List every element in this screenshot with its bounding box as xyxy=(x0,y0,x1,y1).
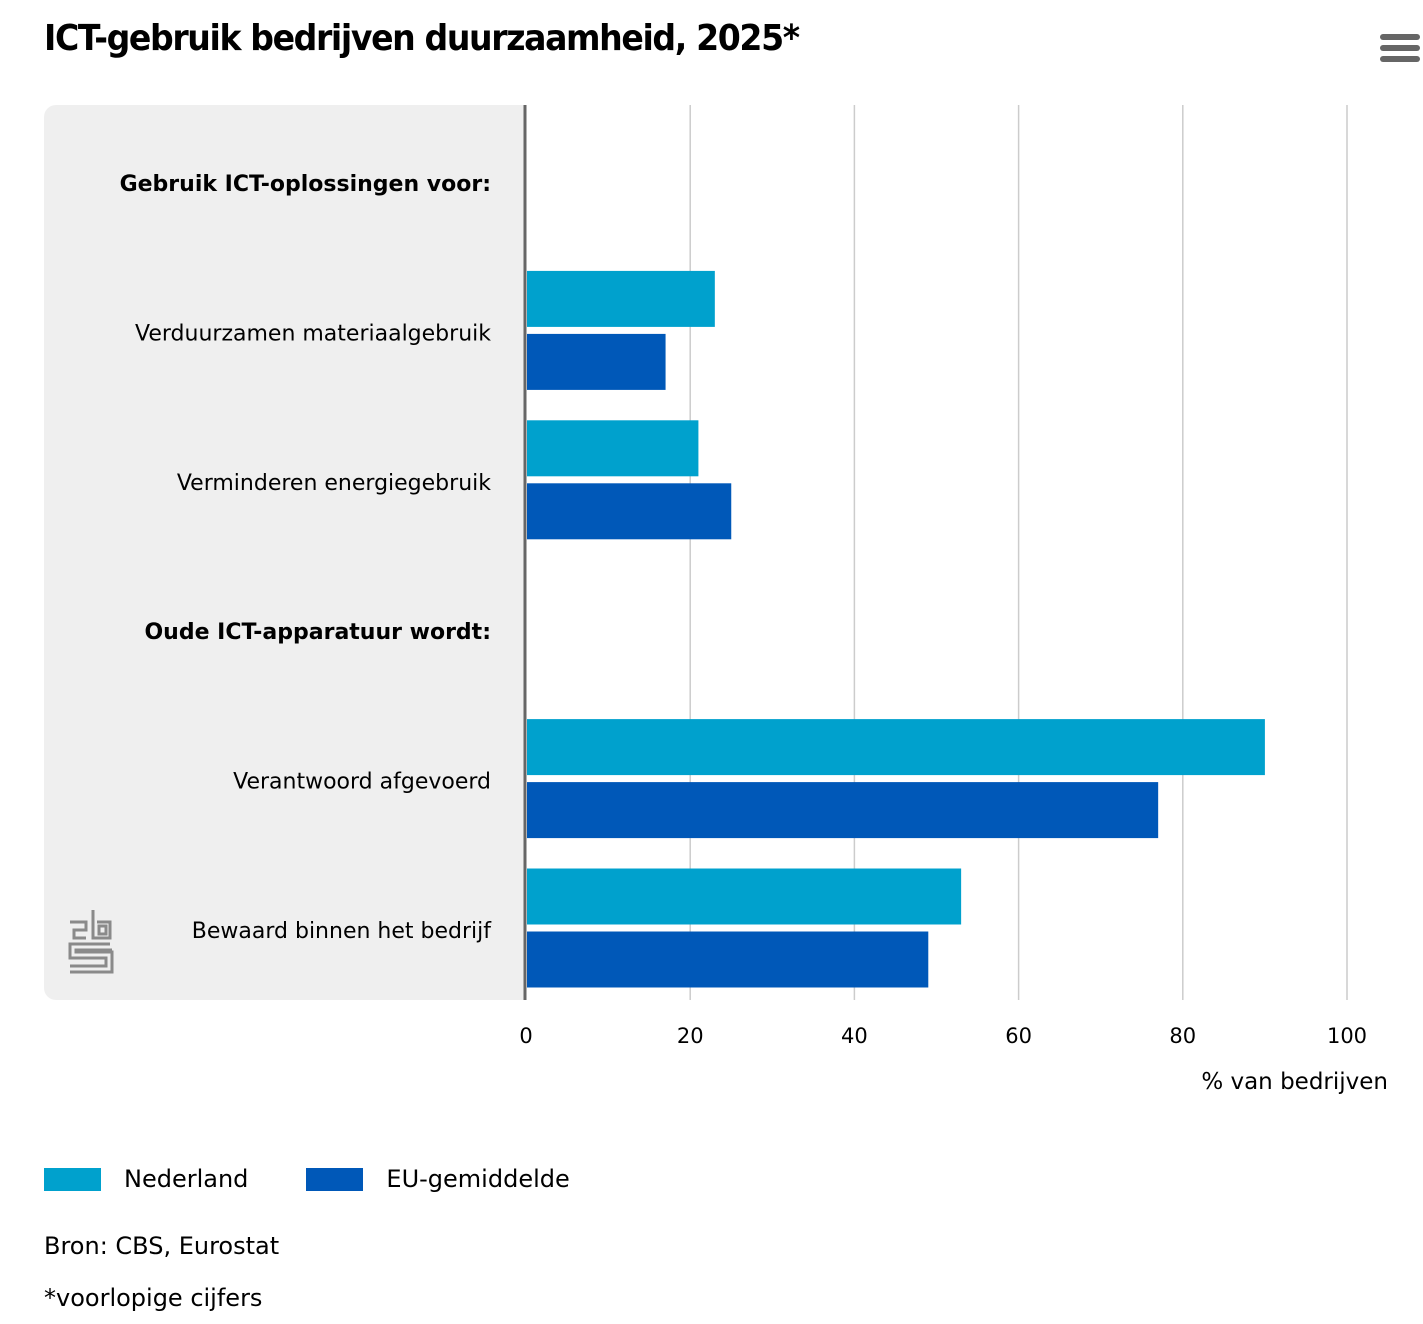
hamburger-menu-button[interactable] xyxy=(1380,34,1420,68)
bar-eu-gemiddelde-1[interactable] xyxy=(527,483,732,540)
x-tick-label: 40 xyxy=(841,1024,868,1048)
menu-line-icon xyxy=(1380,45,1420,51)
group-header-label: Gebruik ICT-oplossingen voor: xyxy=(120,172,491,197)
footnote: *voorlopige cijfers xyxy=(44,1284,263,1312)
source-note: Bron: CBS, Eurostat xyxy=(44,1232,280,1260)
x-tick-label: 80 xyxy=(1169,1024,1196,1048)
category-label-panel xyxy=(44,105,525,1000)
x-tick-label: 20 xyxy=(677,1024,704,1048)
bar-nederland-0[interactable] xyxy=(527,270,715,327)
category-label: Bewaard binnen het bedrijf xyxy=(192,919,492,944)
cbs-logo-icon xyxy=(68,910,114,974)
menu-line-icon xyxy=(1380,56,1420,62)
legend-swatch-eu-gemiddelde xyxy=(306,1167,364,1191)
bar-eu-gemiddelde-2[interactable] xyxy=(527,782,1159,839)
x-tick-label: 60 xyxy=(1005,1024,1032,1048)
legend-swatch-nederland xyxy=(44,1167,101,1191)
legend-label: Nederland xyxy=(124,1165,249,1193)
x-tick-label: 100 xyxy=(1327,1024,1367,1048)
legend-item-eu-gemiddelde[interactable]: EU-gemiddelde xyxy=(306,1165,570,1193)
category-label: Verduurzamen materiaalgebruik xyxy=(135,321,491,346)
bar-nederland-3[interactable] xyxy=(527,868,962,925)
legend-label: EU-gemiddelde xyxy=(386,1165,570,1193)
category-label: Verminderen energiegebruik xyxy=(177,471,491,496)
group-header-label: Oude ICT-apparatuur wordt: xyxy=(144,620,491,645)
chart-title: ICT-gebruik bedrijven duurzaamheid, 2025… xyxy=(44,18,800,59)
menu-line-icon xyxy=(1380,34,1420,40)
x-tick-label: 0 xyxy=(519,1024,532,1048)
category-label: Verantwoord afgevoerd xyxy=(233,770,491,795)
bar-nederland-2[interactable] xyxy=(527,719,1265,776)
bar-eu-gemiddelde-3[interactable] xyxy=(527,931,929,988)
bar-eu-gemiddelde-0[interactable] xyxy=(527,333,666,390)
bar-nederland-1[interactable] xyxy=(527,420,699,477)
legend-item-nederland[interactable]: Nederland xyxy=(44,1165,248,1193)
x-axis-title: % van bedrijven xyxy=(1201,1069,1388,1095)
bar-chart: Gebruik ICT-oplossingen voor: Verduurzame… xyxy=(120,105,1388,1095)
legend: Nederland EU-gemiddelde xyxy=(44,1165,628,1193)
